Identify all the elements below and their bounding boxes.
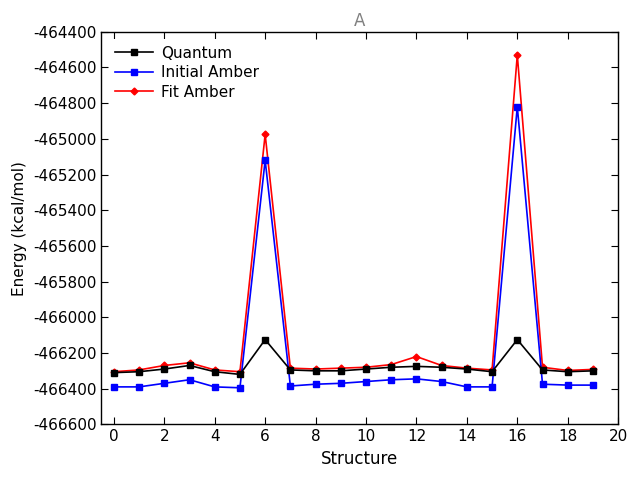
Quantum — [362, 366, 370, 372]
Initial Amber — [564, 382, 572, 388]
Initial Amber — [387, 377, 395, 383]
Quantum — [488, 369, 496, 374]
Quantum — [387, 364, 395, 370]
Initial Amber — [261, 157, 269, 163]
Quantum — [337, 368, 344, 374]
Quantum — [110, 370, 118, 375]
Fit Amber — [564, 368, 572, 373]
Quantum — [135, 369, 143, 374]
Quantum — [564, 369, 572, 374]
Line: Fit Amber: Fit Amber — [111, 52, 595, 374]
Initial Amber — [236, 385, 244, 391]
Quantum — [236, 372, 244, 377]
Quantum — [463, 366, 470, 372]
Quantum — [211, 369, 219, 374]
Quantum — [186, 362, 193, 368]
Fit Amber — [539, 364, 547, 370]
Quantum — [287, 367, 294, 373]
Line: Quantum: Quantum — [110, 336, 596, 378]
Initial Amber — [513, 104, 521, 109]
Initial Amber — [161, 381, 168, 386]
Fit Amber — [589, 367, 596, 372]
Initial Amber — [438, 379, 445, 384]
Quantum — [589, 368, 596, 374]
Fit Amber — [287, 365, 294, 371]
Fit Amber — [513, 52, 521, 58]
Initial Amber — [287, 383, 294, 389]
Initial Amber — [362, 379, 370, 384]
Initial Amber — [211, 384, 219, 390]
Quantum — [438, 364, 445, 370]
Fit Amber — [387, 362, 395, 368]
Fit Amber — [135, 367, 143, 373]
Initial Amber — [110, 384, 118, 390]
Y-axis label: Energy (kcal/mol): Energy (kcal/mol) — [12, 161, 28, 296]
Fit Amber — [413, 354, 420, 360]
Fit Amber — [438, 362, 445, 368]
Fit Amber — [110, 369, 118, 374]
Quantum — [413, 363, 420, 369]
Quantum — [161, 366, 168, 372]
Fit Amber — [161, 362, 168, 368]
Initial Amber — [589, 382, 596, 388]
Fit Amber — [463, 365, 470, 371]
Quantum — [312, 368, 319, 374]
Initial Amber — [312, 381, 319, 387]
Line: Initial Amber: Initial Amber — [110, 103, 596, 391]
Quantum — [539, 367, 547, 373]
Fit Amber — [337, 365, 344, 371]
Fit Amber — [312, 366, 319, 372]
Fit Amber — [362, 364, 370, 370]
Quantum — [261, 336, 269, 342]
Fit Amber — [488, 367, 496, 373]
Quantum — [513, 336, 521, 342]
X-axis label: Structure: Structure — [321, 450, 398, 468]
Initial Amber — [463, 384, 470, 390]
Initial Amber — [539, 381, 547, 387]
Fit Amber — [236, 369, 244, 374]
Initial Amber — [135, 384, 143, 390]
Legend: Quantum, Initial Amber, Fit Amber: Quantum, Initial Amber, Fit Amber — [109, 39, 265, 106]
Initial Amber — [337, 381, 344, 386]
Fit Amber — [261, 132, 269, 137]
Fit Amber — [186, 360, 193, 366]
Fit Amber — [211, 367, 219, 373]
Title: A: A — [354, 12, 365, 30]
Initial Amber — [186, 377, 193, 383]
Initial Amber — [413, 376, 420, 382]
Initial Amber — [488, 384, 496, 390]
